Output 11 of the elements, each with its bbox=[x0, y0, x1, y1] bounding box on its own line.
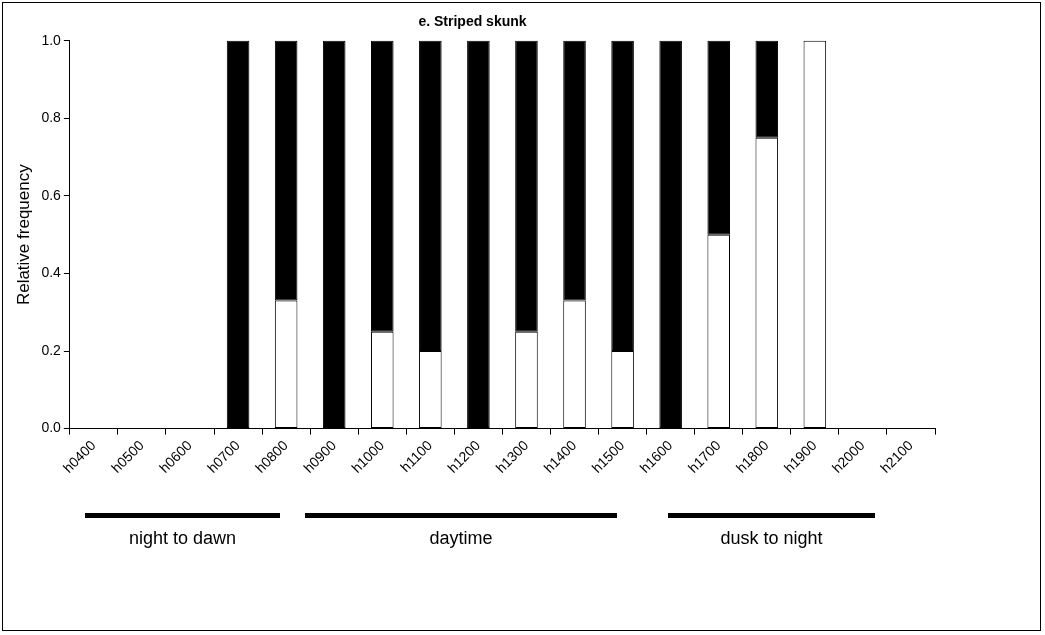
y-tick-label: 0.4 bbox=[41, 264, 62, 281]
y-tick-label: 0.2 bbox=[41, 341, 62, 358]
y-tick-label: 1.0 bbox=[41, 31, 62, 48]
text: night to dawn bbox=[127, 528, 238, 549]
y-tick-label: 0.8 bbox=[41, 109, 62, 126]
y-tick-label: 0.6 bbox=[41, 186, 62, 203]
y-tick-label: 0.0 bbox=[41, 419, 62, 436]
text: dusk to night bbox=[719, 528, 824, 549]
text: daytime bbox=[428, 528, 494, 549]
y-axis-title: Relative frequency bbox=[13, 163, 33, 306]
chart-title: e. Striped skunk bbox=[418, 13, 527, 30]
